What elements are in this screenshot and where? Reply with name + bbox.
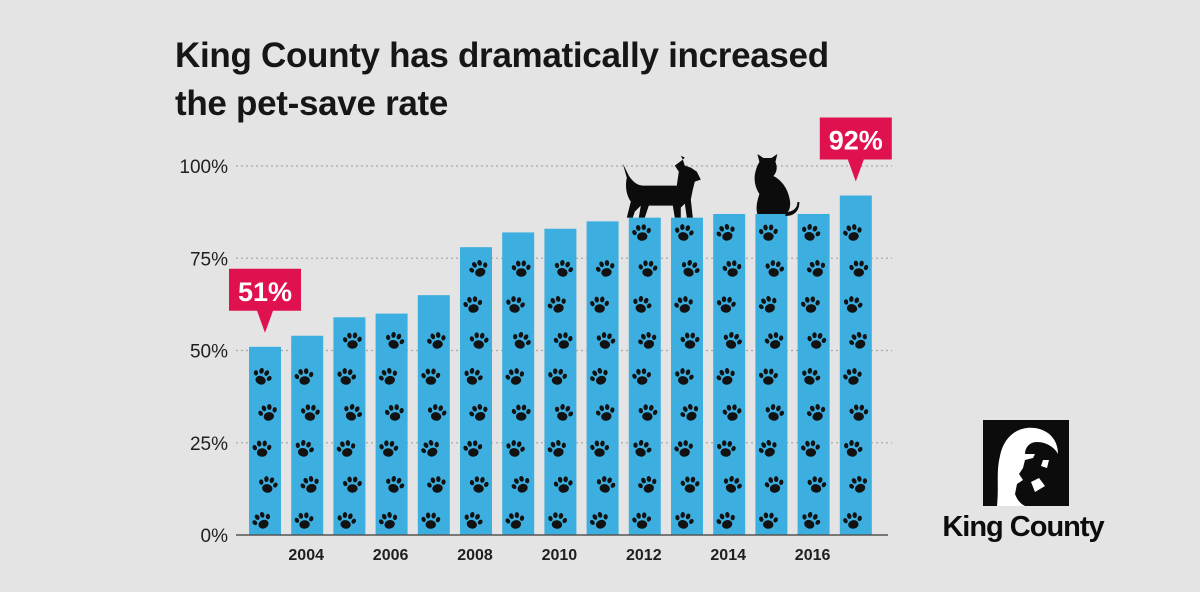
bar-2006 — [375, 313, 408, 535]
bar-rect — [291, 335, 324, 535]
bar-2014 — [713, 213, 746, 535]
bar-2009 — [502, 232, 535, 536]
bar-2010 — [544, 228, 577, 536]
chart-title-line-2: the pet-save rate — [175, 84, 449, 123]
bar-2012 — [628, 217, 661, 535]
bar-2016 — [797, 213, 830, 535]
bar-rect — [375, 313, 408, 535]
x-tick-label: 2004 — [288, 547, 324, 564]
y-tick-label: 0% — [201, 526, 229, 547]
bar-2005 — [333, 317, 366, 535]
y-tick-label: 25% — [190, 434, 228, 455]
bar-2017 — [839, 195, 872, 535]
bar-2011 — [586, 221, 619, 535]
bars — [249, 195, 872, 536]
callout-box — [229, 268, 301, 333]
callout-label: 51% — [238, 277, 292, 307]
y-axis: 0% 25% 50% 75% 100% — [179, 157, 228, 547]
bar-2003 — [249, 346, 281, 535]
bar-2013 — [671, 217, 703, 535]
chart-title: King County has dramatically increased t… — [175, 32, 935, 128]
bar-2007 — [417, 295, 450, 535]
logo-name: King County — [942, 511, 1104, 543]
bar-2008 — [460, 247, 492, 535]
y-tick-label: 50% — [190, 342, 228, 363]
callout-label: 92% — [829, 126, 883, 156]
x-tick-label: 2016 — [795, 547, 831, 564]
bar-2004 — [291, 335, 324, 535]
decorations — [622, 153, 800, 218]
king-county-logo-icon — [983, 420, 1069, 506]
x-tick-label: 2014 — [710, 547, 746, 564]
callout-2003: 51% — [229, 268, 301, 333]
bar-rect — [839, 195, 872, 535]
callout-2017: 92% — [819, 117, 892, 182]
x-tick-label: 2008 — [457, 547, 493, 564]
x-tick-label: 2012 — [626, 547, 662, 564]
x-tick-label: 2006 — [373, 547, 409, 564]
chart-title-line-1: King County has dramatically increased — [175, 36, 829, 75]
dog-silhouette-icon — [622, 155, 701, 218]
callouts: 51% 92% — [229, 117, 892, 333]
bar-rect — [333, 317, 366, 535]
y-tick-label: 75% — [190, 249, 228, 270]
x-tick-label: 2010 — [542, 547, 578, 564]
y-tick-label: 100% — [179, 157, 228, 178]
bar-2015 — [755, 213, 788, 535]
x-axis: 2004 2006 2008 2010 2012 2014 2016 — [236, 534, 888, 564]
king-county-logo: King County — [928, 418, 1118, 548]
callout-box — [819, 117, 892, 182]
cat-silhouette-icon — [754, 153, 800, 216]
